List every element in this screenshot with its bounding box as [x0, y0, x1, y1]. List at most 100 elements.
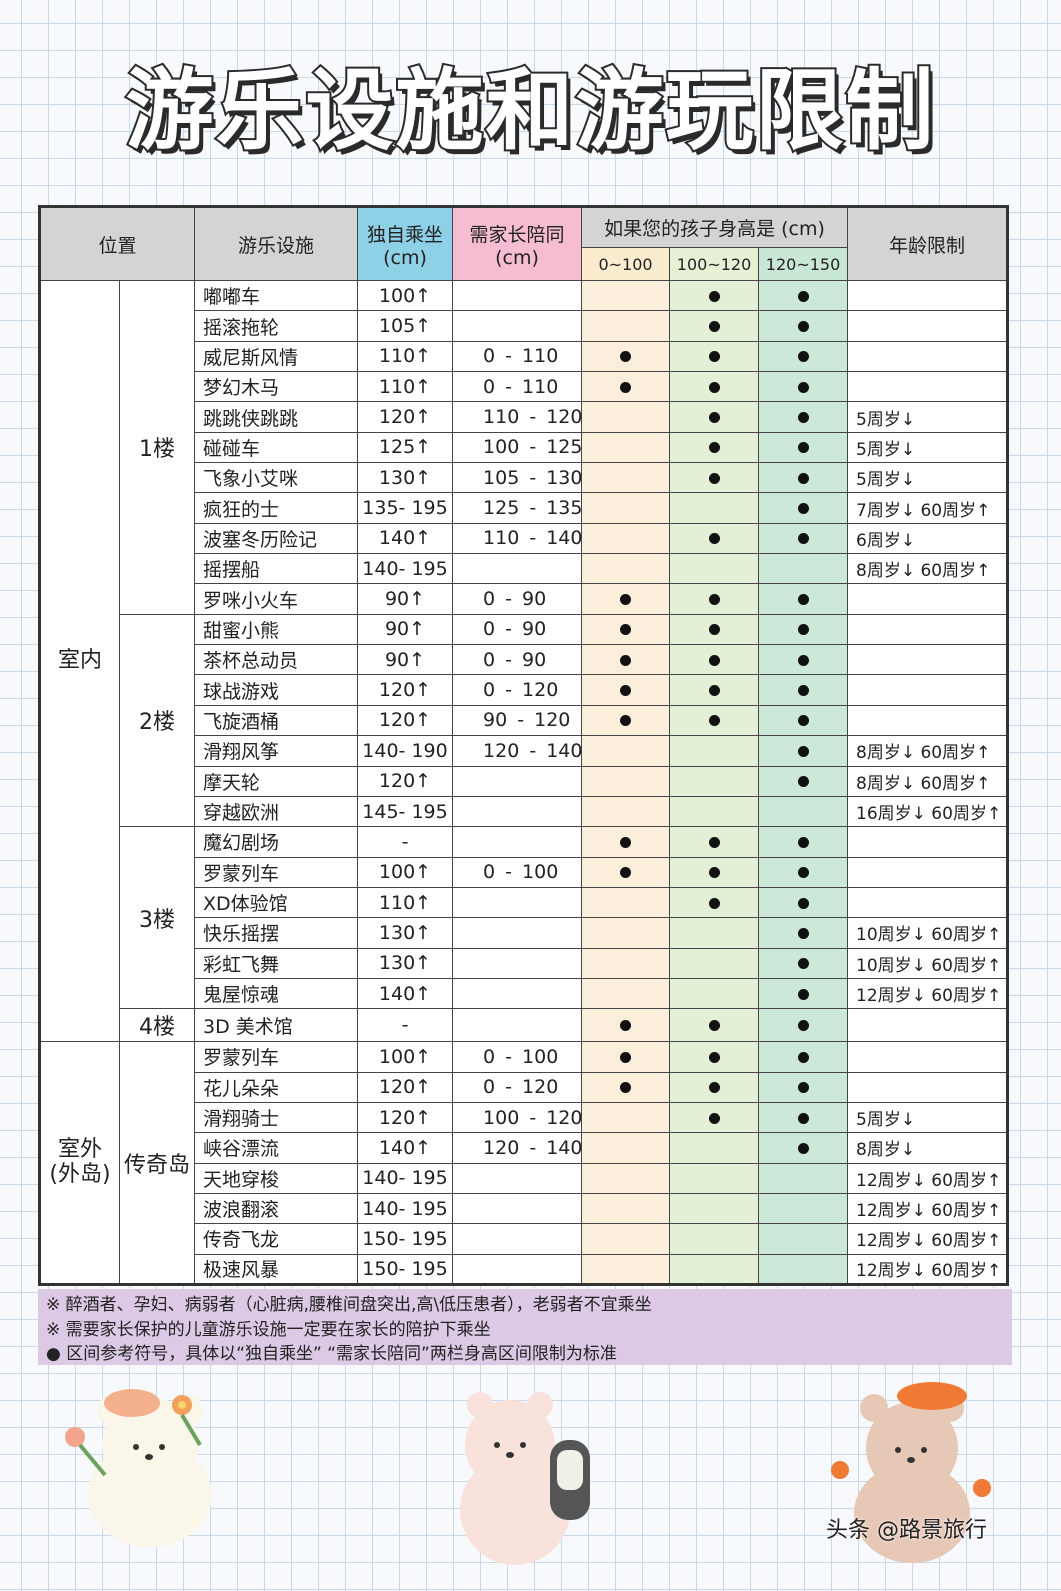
table-row: 鬼屋惊魂 140↑ 12周岁↓ 60周岁↑: [40, 977, 1009, 1010]
height-cell-0-100: [581, 947, 671, 979]
solo-height: -: [357, 826, 454, 858]
age-limit: [847, 613, 1009, 646]
header-location: 位置: [38, 206, 196, 281]
dot-icon: [620, 624, 632, 636]
ride-name: 飞象小艾咪: [194, 462, 359, 494]
age-limit: [847, 1041, 1009, 1073]
height-cell-100-120: [669, 1253, 760, 1286]
ride-name: 威尼斯风情: [194, 340, 359, 373]
header-solo-unit: (cm): [383, 246, 427, 269]
ride-name: 摩天轮: [194, 765, 359, 797]
ride-name: 跳跳侠跳跳: [194, 401, 359, 433]
table-row: 穿越欧洲 145- 195 16周岁↓ 60周岁↑: [40, 795, 1009, 828]
height-cell-120-150: [758, 917, 849, 949]
height-cell-100-120: [669, 492, 760, 524]
age-limit: 5周岁↓: [847, 462, 1009, 494]
dot-icon: [797, 745, 809, 757]
height-cell-0-100: [581, 1162, 671, 1194]
solo-height: 100↑: [357, 856, 454, 888]
ride-name: 梦幻木马: [194, 371, 359, 403]
ride-name: 波浪翻滚: [194, 1192, 359, 1225]
height-cell-120-150: [758, 795, 849, 828]
height-cell-0-100: [581, 1192, 671, 1225]
dot-icon: [708, 1082, 720, 1094]
ride-name: 滑翔风筝: [194, 735, 359, 767]
height-cell-100-120: [669, 735, 760, 767]
table-row: 茶杯总动员 90↑ 0 - 90: [40, 644, 1009, 676]
ride-name: 彩虹飞舞: [194, 947, 359, 979]
age-limit: 5周岁↓: [847, 1101, 1009, 1134]
dot-icon: [797, 897, 809, 909]
height-cell-120-150: [758, 522, 849, 555]
dot-icon: [797, 1142, 809, 1154]
height-cell-100-120: [669, 583, 760, 615]
solo-height: 135- 195: [357, 492, 454, 524]
height-cell-0-100: [581, 1008, 671, 1043]
table-row: 罗蒙列车 100↑ 0 - 100: [40, 856, 1009, 888]
dot-icon: [797, 472, 809, 484]
height-cell-120-150: [758, 279, 849, 312]
height-cell-100-120: [669, 522, 760, 555]
age-limit: 12周岁↓ 60周岁↑: [847, 1192, 1009, 1225]
solo-height: 120↑: [357, 401, 454, 433]
dot-icon: [708, 836, 720, 848]
height-cell-0-100: [581, 583, 671, 615]
age-limit: 7周岁↓ 60周岁↑: [847, 492, 1009, 524]
dot-icon: [708, 654, 720, 666]
parent-height-range: 0 - 90: [452, 613, 583, 646]
solo-height: 140↑: [357, 522, 454, 555]
header-height-120-150: 120~150: [758, 247, 849, 281]
height-cell-0-100: [581, 1253, 671, 1286]
age-limit: [847, 340, 1009, 373]
parent-height-range: [452, 795, 583, 828]
ride-name: 罗蒙列车: [194, 1041, 359, 1073]
table-row: XD体验馆 110↑: [40, 886, 1009, 919]
height-cell-0-100: [581, 1223, 671, 1255]
solo-height: 140↑: [357, 977, 454, 1010]
height-cell-0-100: [581, 644, 671, 676]
ride-name: 穿越欧洲: [194, 795, 359, 828]
parent-height-range: 120 - 140: [452, 1132, 583, 1164]
ride-name: 嘟嘟车: [194, 279, 359, 312]
solo-height: 90↑: [357, 644, 454, 676]
floor-cell: 2楼: [118, 613, 196, 828]
height-cell-0-100: [581, 401, 671, 433]
dot-icon: [708, 1020, 720, 1032]
header-height-100-120: 100~120: [669, 247, 760, 281]
ride-name: 快乐摇摆: [194, 917, 359, 949]
parent-height-range: [452, 765, 583, 797]
parent-height-range: 105 - 130: [452, 462, 583, 494]
height-cell-0-100: [581, 431, 671, 464]
header-height-group: 如果您的孩子身高是 (cm): [581, 206, 849, 248]
height-cell-100-120: [669, 1008, 760, 1043]
solo-height: 110↑: [357, 340, 454, 373]
table-row: 室内 1楼 嘟嘟车 100↑: [39, 279, 1009, 1043]
height-cell-120-150: [758, 1071, 849, 1103]
ride-name: 峡谷漂流: [194, 1132, 359, 1164]
solo-height: 140- 195: [357, 553, 454, 585]
note-3: ● 区间参考符号，具体以“独自乘坐” “需家长陪同”两栏身高区间限制为标准: [46, 1344, 617, 1364]
table-row: 滑翔骑士 120↑ 100 - 120 5周岁↓: [40, 1101, 1009, 1134]
table-row: 摇滚拖轮 105↑: [40, 310, 1009, 342]
age-limit: 8周岁↓: [847, 1132, 1009, 1164]
table-row: 威尼斯风情 110↑ 0 - 110: [40, 340, 1009, 373]
header-ride: 游乐设施: [194, 206, 359, 281]
ride-name: 茶杯总动员: [194, 644, 359, 676]
table-row: 碰碰车 125↑ 100 - 125 5周岁↓: [40, 431, 1009, 464]
notes-box: ※ 醉酒者、孕妇、病弱者（心脏病,腰椎间盘突出,高\低压患者），老弱者不宜乘坐 …: [38, 1289, 1012, 1365]
dot-icon: [797, 321, 809, 333]
dot-icon: [708, 533, 720, 545]
ride-name: 飞旋酒桶: [194, 704, 359, 737]
solo-height: 110↑: [357, 371, 454, 403]
height-cell-120-150: [758, 674, 849, 706]
height-cell-120-150: [758, 1192, 849, 1225]
ride-name: 甜蜜小熊: [194, 613, 359, 646]
parent-height-range: 110 - 140: [452, 522, 583, 555]
bear-with-flowers-illustration: [65, 1389, 212, 1547]
ride-name: 罗咪小火车: [194, 583, 359, 615]
dot-icon: [620, 685, 632, 697]
height-cell-100-120: [669, 1041, 760, 1073]
height-cell-0-100: [581, 371, 671, 403]
area-cell: 室内: [39, 279, 120, 1043]
ride-name: 滑翔骑士: [194, 1101, 359, 1134]
